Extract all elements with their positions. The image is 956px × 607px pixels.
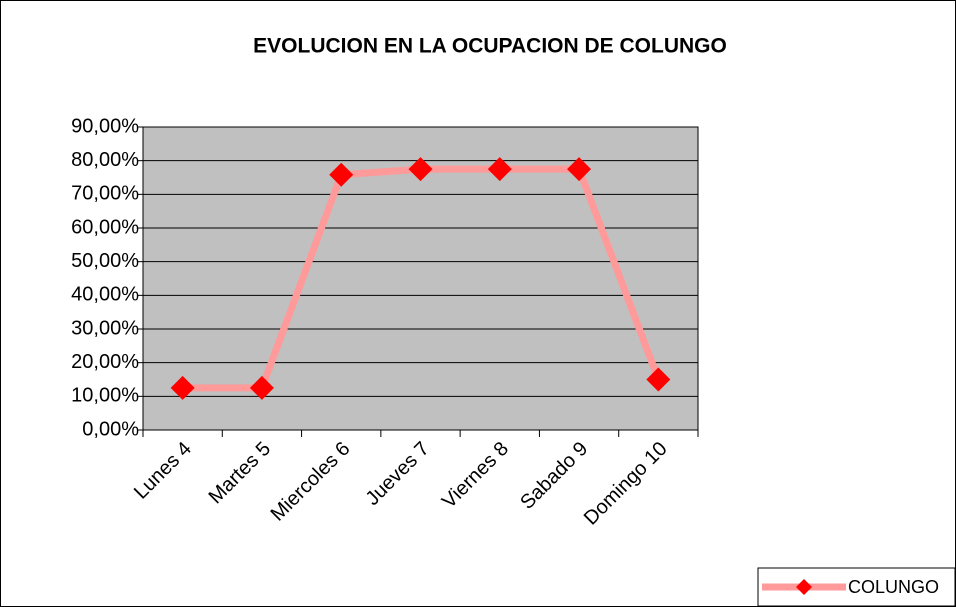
- y-tick-label: 70,00%: [71, 183, 139, 205]
- y-tick-label: 30,00%: [71, 317, 139, 339]
- marker: [170, 375, 195, 400]
- y-tick-label: 10,00%: [71, 385, 139, 407]
- chart-title: EVOLUCION EN LA OCUPACION DE COLUNGO: [253, 35, 727, 58]
- marker: [249, 375, 274, 400]
- marker: [567, 157, 592, 182]
- legend-marker: [796, 579, 812, 595]
- y-tick-label: 80,00%: [71, 149, 139, 171]
- y-tick-label: 50,00%: [71, 250, 139, 272]
- y-tick-label: 20,00%: [71, 351, 139, 373]
- y-tick-label: 90,00%: [71, 115, 139, 137]
- y-tick-label: 40,00%: [71, 284, 139, 306]
- marker: [487, 157, 512, 182]
- marker: [329, 162, 354, 187]
- legend-label: COLUNGO: [848, 577, 939, 597]
- y-tick-label: 60,00%: [71, 216, 139, 238]
- y-tick-label: 0,00%: [82, 418, 139, 440]
- marker: [646, 367, 671, 392]
- marker: [408, 157, 433, 182]
